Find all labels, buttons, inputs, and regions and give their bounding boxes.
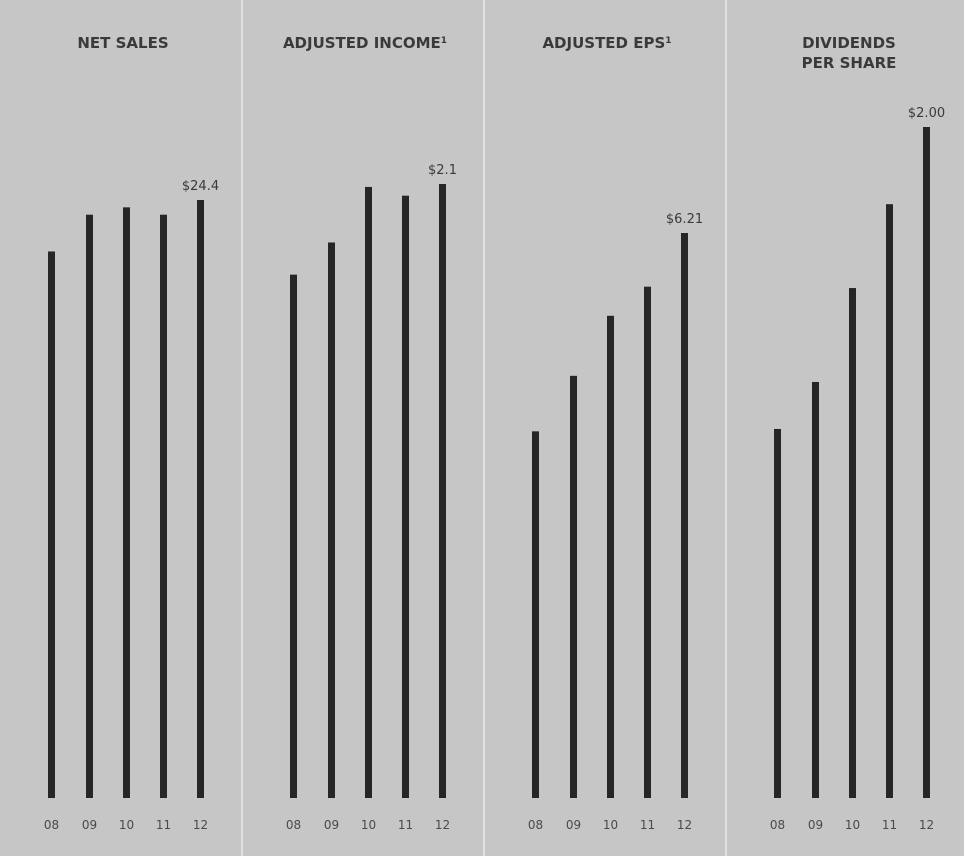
chart-title: ADJUSTED EPS1 <box>542 34 671 52</box>
x-tick-label: 08 <box>44 818 59 832</box>
x-tick-label: 12 <box>919 818 934 832</box>
x-tick-label: 11 <box>640 818 655 832</box>
chart-title-line2: PER SHARE <box>802 54 897 72</box>
x-tick-label: 10 <box>603 818 618 832</box>
chart-title: DIVIDENDS <box>802 34 896 52</box>
bar-09 <box>812 381 819 798</box>
data-label: $2.00 <box>908 106 945 121</box>
x-tick-label: 09 <box>82 818 97 832</box>
data-label: $24.4 <box>182 179 219 194</box>
x-tick-label: 12 <box>193 818 208 832</box>
x-tick-label: 11 <box>398 818 413 832</box>
bar-08 <box>532 431 539 798</box>
x-tick-label: 12 <box>677 818 692 832</box>
x-tick-label: 09 <box>566 818 581 832</box>
bar-08 <box>290 274 297 799</box>
x-tick-label: 08 <box>286 818 301 832</box>
bar-10 <box>123 207 130 798</box>
data-label: $2.1 <box>428 163 457 178</box>
bar-10 <box>849 288 856 798</box>
x-tick-label: 09 <box>324 818 339 832</box>
title-footnote-marker: 1 <box>665 36 671 46</box>
chart-panel-1: NET SALES 08 09 10 11 $24.4 12 <box>0 0 242 856</box>
x-tick-label: 11 <box>882 818 897 832</box>
bar-08 <box>48 251 55 798</box>
bar-12 <box>439 184 446 798</box>
bar-10 <box>365 186 372 798</box>
bar-11 <box>886 204 893 799</box>
x-tick-label: 08 <box>528 818 543 832</box>
title-footnote-marker: 1 <box>441 36 447 46</box>
chart-panel-3: ADJUSTED EPS1 08 09 10 11 $6.21 12 <box>483 0 726 856</box>
x-tick-label: 12 <box>435 818 450 832</box>
chart-title: NET SALES <box>77 34 168 52</box>
x-tick-label: 10 <box>361 818 376 832</box>
bar-11 <box>402 195 409 798</box>
bar-09 <box>570 375 577 798</box>
chart-title: ADJUSTED INCOME1 <box>283 34 447 52</box>
bar-12 <box>681 233 688 798</box>
x-tick-label: 11 <box>156 818 171 832</box>
x-tick-label: 08 <box>770 818 785 832</box>
bar-12 <box>197 200 204 798</box>
bar-12 <box>923 127 930 798</box>
panel-background <box>484 0 726 856</box>
x-tick-label: 10 <box>845 818 860 832</box>
bar-09 <box>328 242 335 798</box>
chart-panel-2: ADJUSTED INCOME1 08 09 10 11 $2.1 12 <box>241 0 484 856</box>
bar-08 <box>774 428 781 798</box>
bar-11 <box>160 214 167 798</box>
bar-09 <box>86 214 93 798</box>
panel-background <box>242 0 484 856</box>
panel-background <box>0 0 242 856</box>
bar-10 <box>607 315 614 798</box>
x-tick-label: 10 <box>119 818 134 832</box>
data-label: $6.21 <box>666 212 703 227</box>
chart-panel-4: DIVIDENDS PER SHARE 08 09 10 11 $2.00 12 <box>725 0 964 856</box>
x-tick-label: 09 <box>808 818 823 832</box>
bar-11 <box>644 286 651 798</box>
